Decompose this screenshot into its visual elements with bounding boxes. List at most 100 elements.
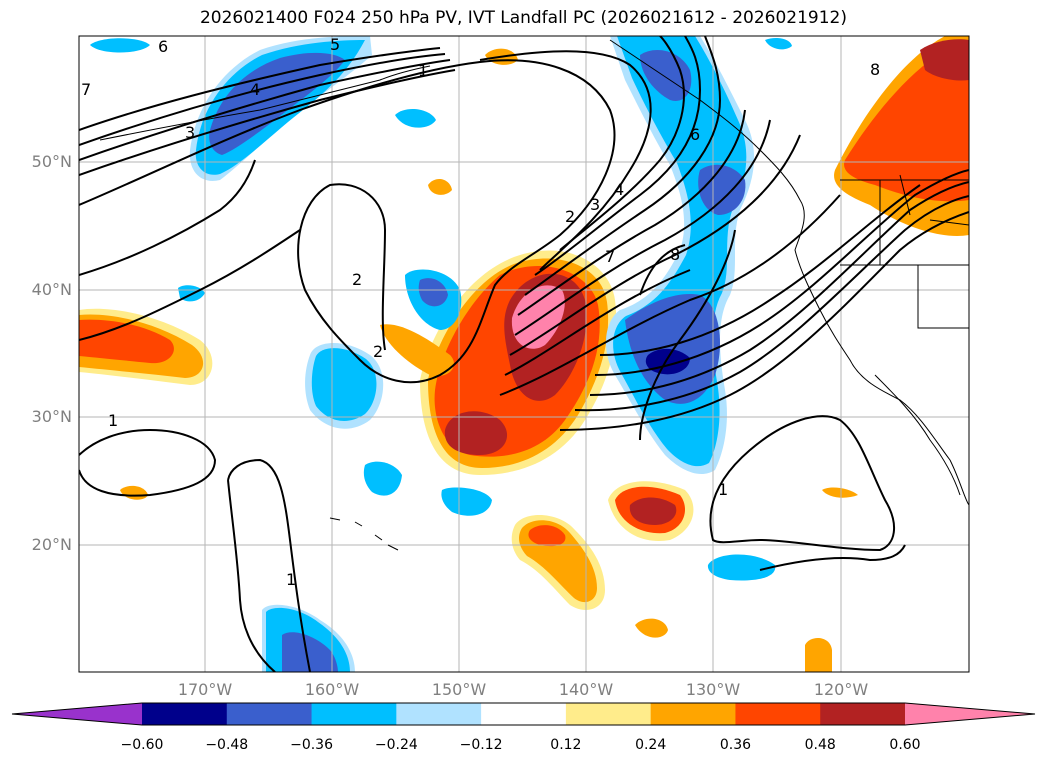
contour-line	[599, 184, 921, 356]
colorbar-segment	[311, 703, 397, 725]
contour-line	[639, 229, 736, 441]
positive-anomaly-arm	[380, 324, 454, 376]
contour-line	[574, 195, 969, 412]
contour-line	[709, 415, 896, 552]
state-borders	[840, 174, 969, 329]
colorbar-segment	[226, 703, 313, 725]
contour-line	[79, 69, 456, 176]
gridlines	[79, 36, 969, 672]
colorbar-segment	[565, 703, 652, 725]
colorbar-segment	[142, 703, 228, 725]
colorbar	[11, 702, 1036, 726]
colorbar-tick-label: 0.36	[719, 737, 752, 753]
positive-anomaly-west	[79, 319, 174, 364]
contour-label: 2	[352, 270, 362, 289]
colorbar-segment	[396, 703, 482, 725]
negative-anomaly-midocean	[765, 38, 792, 50]
lat-label-40n: 40°N	[31, 280, 72, 299]
negative-anomaly-north	[209, 52, 345, 155]
colorbar-tick-label: 0.48	[804, 737, 836, 753]
contour-line	[227, 458, 311, 672]
positive-anomaly-small	[805, 638, 832, 672]
contour-line	[79, 59, 616, 384]
contour-label: 8	[870, 60, 880, 79]
aleutian-islands	[99, 65, 431, 141]
colorbar-tick-label: 0.24	[635, 737, 667, 753]
positive-anomaly-northeast	[920, 39, 969, 81]
positive-anomaly-small	[428, 178, 452, 195]
lon-label-130w: 130°W	[685, 680, 741, 699]
negative-anomaly-coastal	[698, 164, 746, 215]
lat-label-50n: 50°N	[31, 152, 72, 171]
colorbar-segment	[481, 703, 567, 725]
colorbar-extend-min	[12, 703, 142, 725]
contour-line	[227, 479, 276, 672]
negative-anomaly-midocean	[418, 278, 448, 307]
contour-label: 4	[250, 80, 260, 99]
lon-label-150w: 150°W	[431, 680, 487, 699]
figure-title: 2026021400 F024 250 hPa PV, IVT Landfall…	[199, 8, 847, 28]
hawaii-islands	[329, 517, 399, 551]
contour-line	[504, 269, 691, 376]
lon-label-160w: 160°W	[304, 680, 360, 699]
contour-label: 2	[565, 207, 575, 226]
lon-label-140w: 140°W	[558, 680, 614, 699]
positive-anomaly-central	[444, 411, 508, 455]
contour-line	[559, 36, 685, 251]
contour-label: 1	[108, 411, 118, 430]
negative-anomaly-south	[282, 632, 338, 672]
contour-label: 1	[418, 61, 428, 80]
negative-anomaly-midocean	[363, 461, 402, 496]
colorbar-tick-label: −0.60	[120, 737, 164, 753]
contour-label: 3	[590, 195, 600, 214]
colorbar-tick-label: 0.60	[889, 737, 921, 753]
negative-anomaly-south	[707, 554, 776, 581]
contour-line	[499, 194, 841, 396]
lon-label-120w: 120°W	[813, 680, 869, 699]
contour-label: 6	[158, 37, 168, 56]
colorbar-tick-label: −0.12	[459, 737, 503, 753]
contour-label: 6	[690, 125, 700, 144]
positive-anomaly-south	[629, 497, 677, 525]
colorbar-segment	[820, 703, 906, 725]
contour-label: 7	[605, 247, 615, 266]
contour-label: 1	[718, 480, 728, 499]
negative-anomaly-midocean	[311, 348, 377, 421]
contour-label: 8	[670, 245, 680, 264]
colorbar-tick-label: −0.36	[290, 737, 333, 753]
contour-line	[639, 244, 686, 296]
map-frame	[78, 35, 970, 673]
contour-label: 4	[614, 180, 624, 199]
negative-anomaly-north	[90, 38, 150, 53]
contour-labels: 6 5 4 3 1 2 3 4 7 8 6 8 2 2 1 1 1 7	[81, 35, 880, 589]
contour-line	[594, 169, 969, 376]
contour-line	[79, 53, 446, 146]
contour-label: 2	[373, 342, 383, 361]
positive-anomaly-central	[511, 285, 565, 349]
negative-anomaly-coastal	[640, 50, 692, 101]
colorbar-outline	[11, 702, 1036, 726]
contour-line	[509, 134, 801, 356]
contour-line	[79, 428, 217, 497]
positive-anomaly-small	[635, 618, 668, 638]
lon-label-170w: 170°W	[177, 680, 233, 699]
contour-line	[589, 181, 969, 396]
contour-line	[524, 36, 722, 296]
contour-line	[514, 119, 771, 336]
baja-coast	[874, 374, 961, 496]
north-america-coast	[759, 149, 969, 506]
colorbar-tick-label: −0.24	[374, 737, 418, 753]
colorbar-tick-label: 0.12	[550, 737, 582, 753]
colorbar-tick-label: −0.48	[205, 737, 249, 753]
contour-lines	[79, 36, 969, 672]
colorbar-extend-max	[905, 703, 1035, 725]
contour-line	[517, 109, 746, 316]
negative-anomaly-midocean	[395, 108, 436, 128]
colorbar-segment	[650, 703, 736, 725]
colorbar-segment	[735, 703, 821, 725]
positive-anomaly-south	[528, 525, 566, 547]
contour-line	[79, 59, 451, 161]
negative-anomaly-midocean	[441, 487, 492, 516]
